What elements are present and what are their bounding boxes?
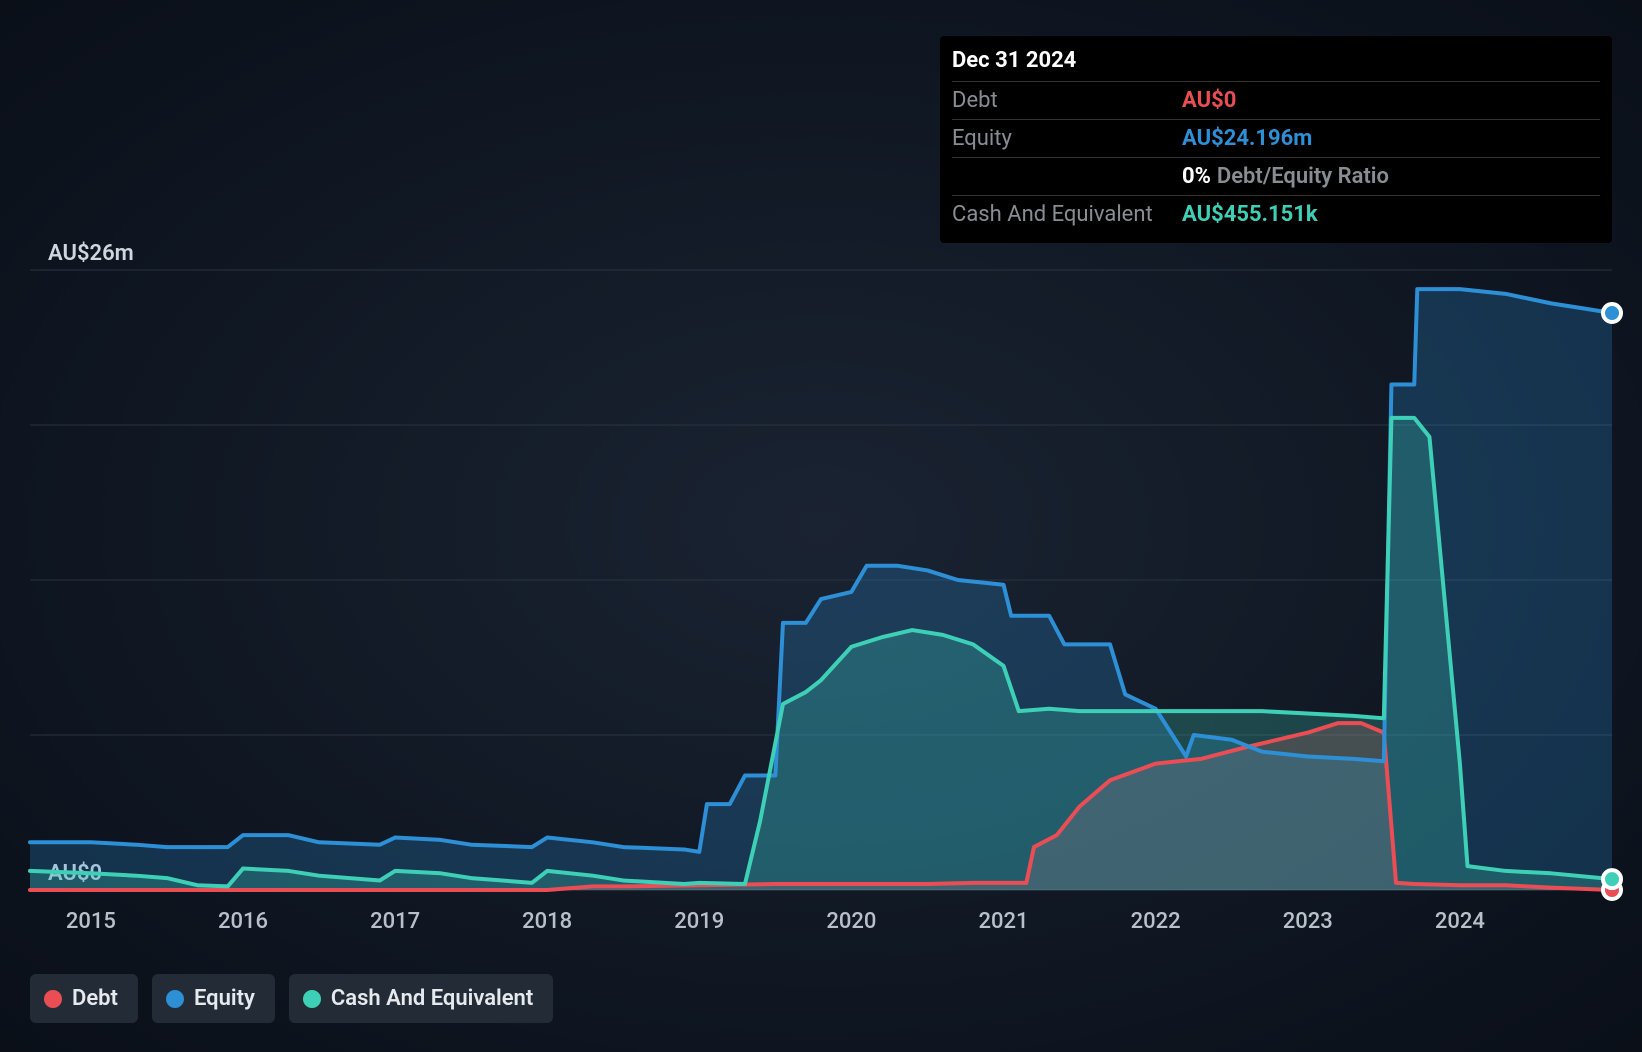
tooltip-row-value: 0% xyxy=(1182,164,1211,189)
tooltip-row-label: Cash And Equivalent xyxy=(952,202,1182,227)
xaxis-tick-label: 2024 xyxy=(1435,909,1485,934)
xaxis-tick-label: 2022 xyxy=(1131,909,1181,934)
tooltip-row-label: Debt xyxy=(952,88,1182,113)
tooltip-row: EquityAU$24.196m xyxy=(952,120,1600,158)
series-end-marker xyxy=(1603,304,1621,322)
legend-dot-icon xyxy=(44,990,62,1008)
legend-item-label: Cash And Equivalent xyxy=(331,986,533,1011)
legend-dot-icon xyxy=(303,990,321,1008)
xaxis-tick-label: 2018 xyxy=(522,909,572,934)
legend-item[interactable]: Cash And Equivalent xyxy=(289,974,553,1023)
tooltip-row-value: AU$24.196m xyxy=(1182,126,1312,151)
xaxis-tick-label: 2023 xyxy=(1283,909,1333,934)
xaxis-tick-label: 2017 xyxy=(370,909,420,934)
tooltip-row-extra: Debt/Equity Ratio xyxy=(1217,164,1389,189)
xaxis-tick-label: 2021 xyxy=(979,909,1029,934)
xaxis-tick-label: 2019 xyxy=(674,909,724,934)
xaxis-tick-label: 2020 xyxy=(826,909,876,934)
tooltip-row: 0% Debt/Equity Ratio xyxy=(952,158,1600,196)
legend-item[interactable]: Equity xyxy=(152,974,275,1023)
legend-item[interactable]: Debt xyxy=(30,974,138,1023)
tooltip-row: DebtAU$0 xyxy=(952,82,1600,120)
tooltip-row-value: AU$455.151k xyxy=(1182,202,1318,227)
chart-legend: Debt Equity Cash And Equivalent xyxy=(30,974,553,1023)
xaxis-tick-label: 2016 xyxy=(218,909,268,934)
chart-tooltip: Dec 31 2024 DebtAU$0EquityAU$24.196m0% D… xyxy=(940,36,1612,243)
financial-chart: AU$0 AU$26m 2015 2016 2017 2018 2019 2020 2021 20… xyxy=(0,0,1642,1052)
tooltip-row-label: Equity xyxy=(952,126,1182,151)
tooltip-row: Cash And EquivalentAU$455.151k xyxy=(952,196,1600,233)
legend-item-label: Equity xyxy=(194,986,255,1011)
series-end-marker xyxy=(1603,870,1621,888)
yaxis-tick-label: AU$26m xyxy=(48,241,134,266)
tooltip-date: Dec 31 2024 xyxy=(952,44,1600,82)
tooltip-row-value: AU$0 xyxy=(1182,88,1236,113)
xaxis-tick-label: 2015 xyxy=(66,909,116,934)
legend-item-label: Debt xyxy=(72,986,118,1011)
legend-dot-icon xyxy=(166,990,184,1008)
